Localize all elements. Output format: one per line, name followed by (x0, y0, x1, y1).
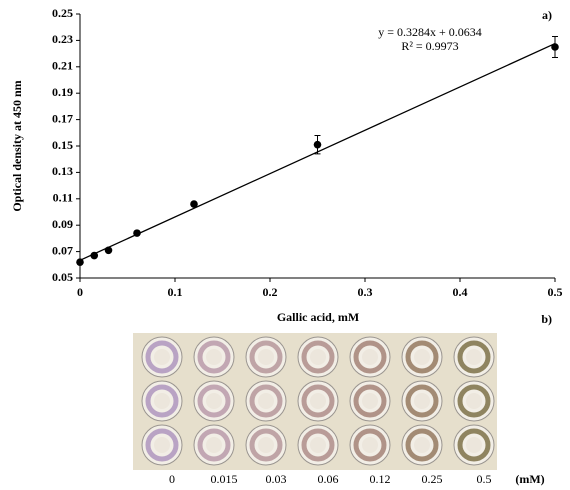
well-center (154, 349, 170, 365)
data-point (551, 43, 559, 51)
y-tick-label: 0.25 (52, 6, 73, 20)
well-center (206, 349, 222, 365)
y-tick-label: 0.21 (52, 59, 73, 73)
data-point (314, 141, 322, 149)
x-tick-label: 0.1 (168, 285, 183, 299)
data-point (105, 246, 113, 254)
well-center (414, 437, 430, 453)
well-center (310, 437, 326, 453)
y-tick-label: 0.17 (52, 111, 73, 125)
well-label: 0 (169, 472, 175, 486)
chart: a) b) y = 0.3284x + 0.0634 R² = 0.9973 G… (0, 0, 570, 490)
panel-label: a) (542, 8, 552, 22)
y-tick-label: 0.15 (52, 138, 73, 152)
well-label: 0.5 (477, 472, 492, 486)
well-center (206, 393, 222, 409)
well-center (362, 437, 378, 453)
y-tick-label: 0.07 (52, 243, 73, 257)
well-center (414, 393, 430, 409)
well-center (258, 393, 274, 409)
x-tick-label: 0.4 (453, 285, 468, 299)
well-center (310, 393, 326, 409)
well-label: 0.12 (370, 472, 391, 486)
well-center (154, 437, 170, 453)
y-tick-label: 0.05 (52, 270, 73, 284)
well-center (466, 349, 482, 365)
y-tick-label: 0.09 (52, 217, 73, 231)
y-tick-label: 0.19 (52, 85, 73, 99)
well-label: 0.03 (266, 472, 287, 486)
data-point (190, 200, 198, 208)
x-tick-label: 0.2 (263, 285, 278, 299)
well-center (362, 349, 378, 365)
y-axis-label: Optical density at 450 nm (10, 80, 24, 211)
well-center (154, 393, 170, 409)
well-center (310, 349, 326, 365)
well-label: 0.25 (422, 472, 443, 486)
x-axis-label: Gallic acid, mM (277, 310, 359, 324)
data-point (76, 258, 84, 266)
y-tick-label: 0.13 (52, 164, 73, 178)
well-center (362, 393, 378, 409)
data-point (133, 229, 141, 237)
x-tick-label: 0 (77, 285, 83, 299)
x-tick-label: 0.5 (548, 285, 563, 299)
well-unit: (mM) (515, 472, 544, 486)
well-center (206, 437, 222, 453)
well-center (258, 349, 274, 365)
well-center (466, 393, 482, 409)
well-label: 0.06 (318, 472, 339, 486)
well-center (258, 437, 274, 453)
data-point (90, 252, 98, 260)
y-tick-label: 0.11 (53, 191, 73, 205)
well-label: 0.015 (211, 472, 238, 486)
panel-label: b) (541, 312, 552, 326)
well-center (466, 437, 482, 453)
y-tick-label: 0.23 (52, 32, 73, 46)
equation: y = 0.3284x + 0.0634 (378, 25, 482, 39)
well-center (414, 349, 430, 365)
x-tick-label: 0.3 (358, 285, 373, 299)
r-squared: R² = 0.9973 (401, 39, 458, 53)
